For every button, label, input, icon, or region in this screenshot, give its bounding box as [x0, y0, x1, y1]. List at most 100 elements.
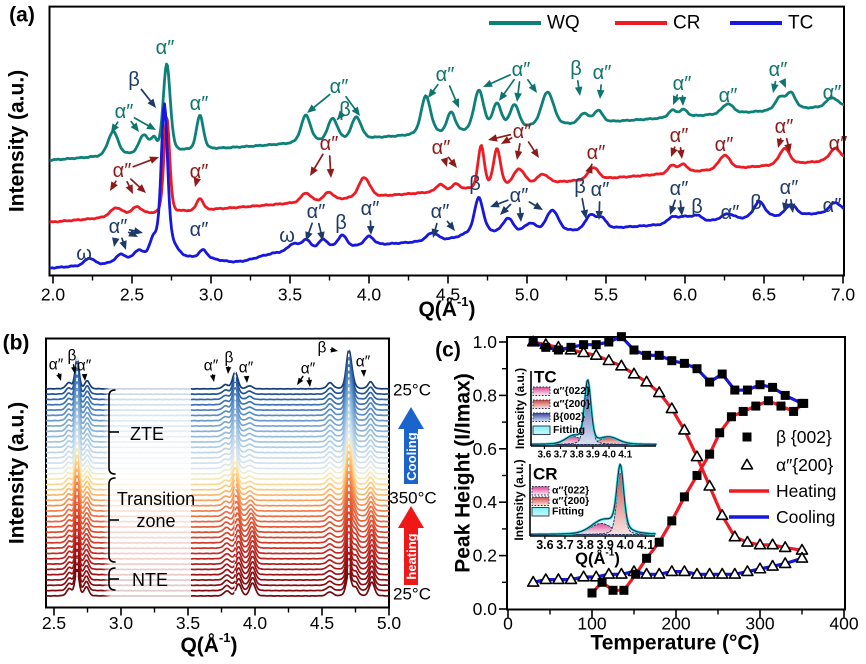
inset-x-tick-label: 3.8 — [576, 538, 593, 552]
arrow-shaft — [312, 93, 331, 109]
zone-label: NTE — [132, 570, 168, 590]
triangle-marker — [640, 375, 653, 387]
zone-label: Transition — [117, 489, 195, 509]
peak-arrow — [317, 222, 325, 241]
triangle-marker — [778, 541, 792, 553]
arrow-head — [305, 231, 313, 241]
legend-label: Cooling — [776, 507, 835, 527]
temp-label-mid: 350°C — [389, 489, 436, 508]
arrow-head — [784, 143, 792, 153]
arrow-shaft — [133, 117, 150, 127]
zone-label-overlay — [103, 339, 191, 607]
square-marker — [763, 396, 773, 406]
arrow-head — [136, 184, 146, 193]
square-marker — [742, 385, 752, 395]
peak-label-α″: α″ — [719, 85, 738, 107]
peak-arrow — [193, 177, 201, 187]
peak-arrow — [326, 155, 335, 178]
peak-label-α″: α″ — [715, 134, 734, 156]
arrow-head — [490, 200, 500, 208]
arrow-head — [366, 225, 375, 235]
inset-y-axis-title: Intensity (a.u.) — [513, 368, 527, 449]
peak-label-β: β — [570, 58, 582, 80]
peak-label-α″: α″ — [670, 125, 689, 147]
xrd-curve-TC — [49, 102, 844, 270]
waterfall-curve-12 — [46, 504, 389, 534]
panel-b-temperature-ramp: 25°C 350°C 25°C Cooling heating — [389, 381, 436, 604]
arrow-head — [530, 148, 539, 158]
arrow-head — [771, 83, 779, 93]
peak-label-β: β — [574, 176, 586, 198]
inset-x-tick-label: 3.7 — [554, 450, 568, 461]
square-marker — [642, 553, 652, 563]
peak-label-α″: α″ — [670, 178, 689, 200]
arrow-shaft — [313, 153, 324, 170]
square-marker — [768, 382, 778, 392]
peak-arrow — [669, 199, 677, 215]
arrow-head — [499, 91, 508, 101]
peak-arrow — [677, 147, 685, 159]
peak-label-β: β — [128, 69, 140, 91]
square-marker — [755, 380, 765, 390]
panel-b-waterfall-curves — [46, 348, 389, 597]
peak-arrow — [119, 237, 127, 250]
peak-label-α″: α″ — [587, 142, 606, 164]
arrow-head — [149, 156, 159, 164]
panel-c-letter: (c) — [435, 339, 461, 362]
x-tick-label: 3.0 — [109, 613, 134, 633]
triangle-marker — [552, 573, 565, 585]
peak-arrow — [330, 346, 338, 353]
inset-legend-swatch-cyan — [531, 507, 550, 517]
arrow-head — [81, 373, 88, 381]
peak-label-β: β — [318, 340, 327, 357]
square-marker — [726, 412, 736, 422]
square-marker — [553, 345, 563, 355]
inset-x-tick-label: 3.6 — [536, 538, 553, 552]
peak-arrow — [310, 153, 324, 176]
triangle-marker — [652, 386, 666, 398]
peak-arrow — [431, 222, 440, 238]
xrd-curve-WQ — [49, 62, 844, 162]
peak-label-α″: α″ — [115, 101, 134, 123]
arrow-head — [677, 206, 685, 216]
triangle-marker — [753, 538, 767, 550]
peak-arrow — [56, 372, 62, 381]
legend-triangle-marker — [740, 458, 754, 470]
arrow-head — [516, 212, 525, 222]
square-marker — [591, 340, 601, 350]
inset-x-tick-label: 4.1 — [618, 450, 632, 461]
arrow-head — [678, 96, 687, 106]
triangle-marker — [778, 557, 792, 569]
inset-x-tick-label: 4.0 — [602, 450, 616, 461]
peak-label-α″: α″ — [721, 202, 740, 224]
triangle-marker — [652, 567, 666, 579]
x-tick-label: 4.5 — [436, 285, 460, 305]
panel-b-x-axis-title: Q(Å-1) — [180, 630, 237, 657]
peak-label-α″: α″ — [769, 59, 788, 81]
peak-arrow — [516, 207, 525, 222]
peak-arrow — [336, 110, 346, 121]
peak-label-α″: α″ — [513, 121, 532, 143]
x-tick-label: 0 — [503, 614, 513, 634]
arrow-shaft — [517, 81, 521, 95]
panel-b-letter: (b) — [3, 332, 30, 355]
temp-label-top: 25°C — [393, 381, 431, 400]
triangle-marker — [602, 354, 616, 366]
zone-label: zone — [136, 511, 175, 531]
arrow-head — [585, 164, 593, 174]
series-line-alpha_heating — [531, 340, 804, 552]
series-markers-beta_cooling — [528, 332, 807, 408]
peak-arrow — [677, 200, 685, 216]
peak-arrow — [446, 220, 455, 231]
peak-arrow — [501, 136, 513, 144]
xrd-curve-CR — [49, 116, 844, 224]
x-tick-label: 6.0 — [673, 285, 698, 305]
arrow-shaft — [434, 222, 438, 232]
square-marker — [679, 492, 689, 502]
panel-c-legend: β {002} α″{200} Heating Cooling — [729, 427, 836, 527]
peak-arrow — [112, 237, 120, 247]
arrow-shaft — [527, 141, 536, 153]
arrow-head — [243, 375, 250, 383]
arrow-head — [317, 231, 325, 241]
arrow-head — [209, 374, 216, 382]
